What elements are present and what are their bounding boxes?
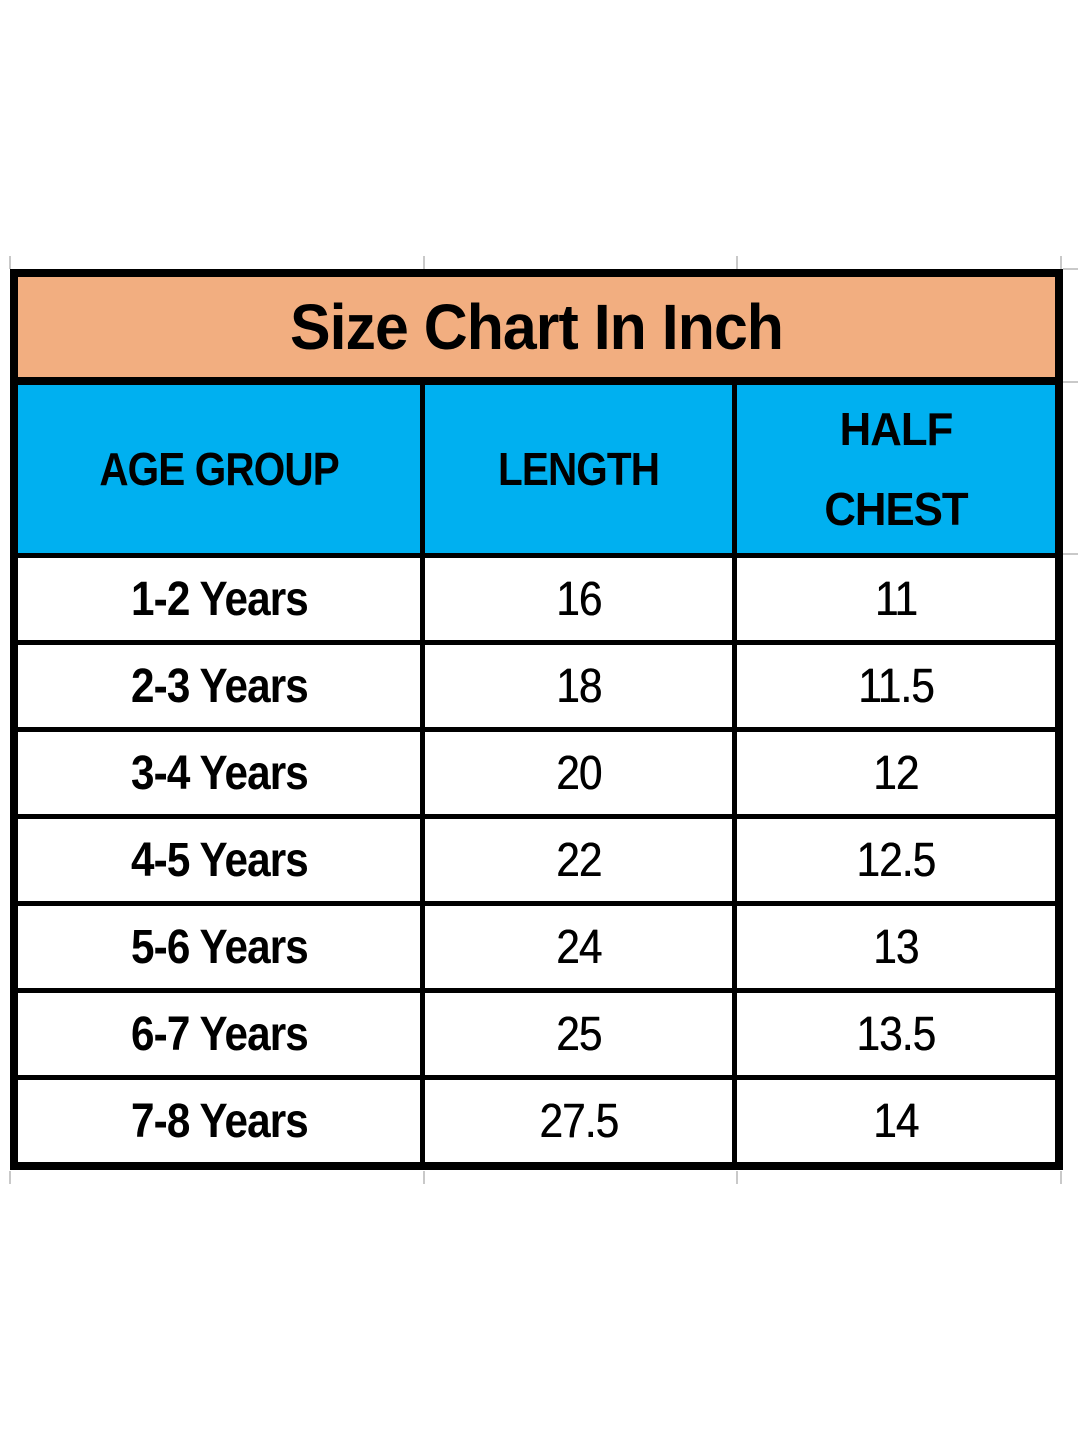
- half-chest-cell: 13.5: [737, 993, 1055, 1075]
- age-group-cell: 5-6 Years: [18, 906, 420, 988]
- gridline-stub: [9, 1171, 11, 1184]
- age-group-cell: 1-2 Years: [18, 558, 420, 640]
- age-group-cell: 3-4 Years: [18, 732, 420, 814]
- length-cell: 16: [425, 558, 732, 640]
- length-cell: 24: [425, 906, 732, 988]
- half-chest-cell: 14: [737, 1080, 1055, 1162]
- length-cell: 20: [425, 732, 732, 814]
- gridline-stub: [423, 1171, 425, 1184]
- half-chest-cell: 12: [737, 732, 1055, 814]
- table-grid: AGE GROUP LENGTH HALF CHEST 1-2 Years 16…: [18, 385, 1055, 1162]
- age-group-cell: 6-7 Years: [18, 993, 420, 1075]
- gridline-stub: [736, 256, 738, 269]
- column-header-half-chest: HALF CHEST: [737, 385, 1055, 553]
- gridline-stub: [736, 1171, 738, 1184]
- half-chest-cell: 11: [737, 558, 1055, 640]
- half-chest-cell: 12.5: [737, 819, 1055, 901]
- length-cell: 27.5: [425, 1080, 732, 1162]
- half-chest-cell: 13: [737, 906, 1055, 988]
- age-group-cell: 2-3 Years: [18, 645, 420, 727]
- column-header-length: LENGTH: [425, 385, 732, 553]
- table-title-row: Size Chart In Inch: [18, 277, 1055, 385]
- column-header-age-group: AGE GROUP: [18, 385, 420, 553]
- length-cell: 18: [425, 645, 732, 727]
- age-group-cell: 4-5 Years: [18, 819, 420, 901]
- length-cell: 22: [425, 819, 732, 901]
- gridline-stub: [1063, 553, 1078, 555]
- gridline-stub: [1060, 1171, 1062, 1184]
- age-group-cell: 7-8 Years: [18, 1080, 420, 1162]
- half-chest-cell: 11.5: [737, 645, 1055, 727]
- gridline-stub: [9, 256, 11, 269]
- gridline-stub: [1060, 256, 1062, 269]
- table-title: Size Chart In Inch: [289, 291, 784, 363]
- gridline-stub: [1063, 268, 1078, 270]
- gridline-stub: [1063, 381, 1078, 383]
- size-chart-table: Size Chart In Inch AGE GROUP LENGTH HALF…: [10, 269, 1063, 1170]
- length-cell: 25: [425, 993, 732, 1075]
- gridline-stub: [423, 256, 425, 269]
